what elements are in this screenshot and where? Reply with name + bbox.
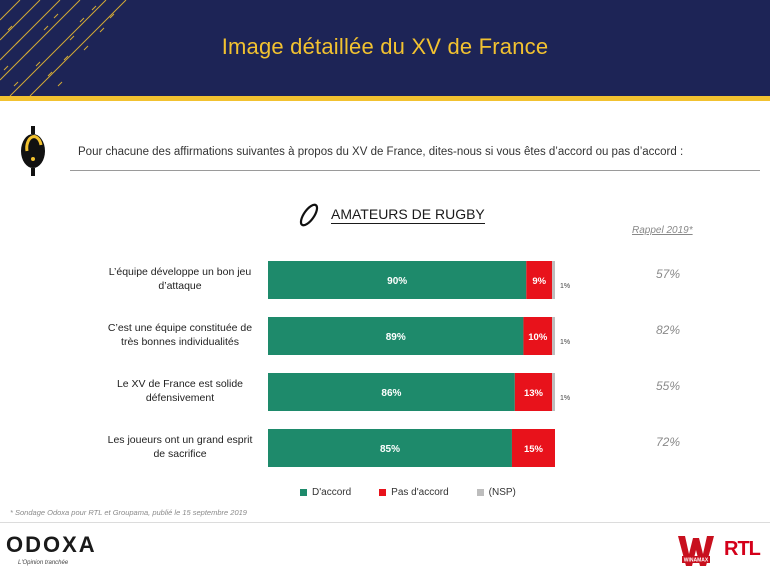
rugby-ball-icon bbox=[299, 203, 319, 227]
legend-swatch-disagree bbox=[379, 489, 387, 496]
question-divider bbox=[70, 170, 760, 171]
recall-value: 57% bbox=[656, 267, 680, 281]
legend-swatch-nsp bbox=[476, 489, 484, 496]
bar-segment-nsp bbox=[552, 373, 555, 411]
bar-segment-disagree bbox=[511, 429, 555, 467]
footer-divider bbox=[0, 522, 770, 523]
recall-value: 72% bbox=[656, 435, 680, 449]
legend-item-agree: D'accord bbox=[300, 487, 351, 498]
chart-heading: AMATEURS DE RUGBY bbox=[331, 206, 485, 224]
data-label: 90% bbox=[387, 276, 407, 287]
category-label: Les joueurs ont un grand esprit bbox=[108, 434, 253, 446]
header-band: Image détaillée du XV de France bbox=[0, 0, 770, 96]
gold-line-pattern bbox=[0, 0, 127, 96]
data-label: 13% bbox=[524, 388, 544, 399]
legend-label-agree: D'accord bbox=[312, 487, 352, 498]
data-label: 15% bbox=[524, 444, 544, 455]
bar-segment-disagree bbox=[514, 373, 553, 411]
survey-question: Pour chacune des affirmations suivantes … bbox=[78, 146, 684, 158]
legend-item-nsp: (NSP) bbox=[476, 487, 516, 498]
data-label-nsp: 1% bbox=[560, 395, 570, 402]
footnote: * Sondage Odoxa pour RTL et Groupama, pu… bbox=[10, 508, 247, 517]
legend-label-disagree: Pas d'accord bbox=[391, 487, 449, 498]
rtl-logo: RTL bbox=[724, 538, 761, 560]
data-label: 86% bbox=[381, 388, 401, 399]
bar-segment-disagree bbox=[523, 317, 553, 355]
winamax-logo-text: WINAMAX bbox=[684, 558, 709, 564]
category-label: défensivement bbox=[146, 392, 214, 404]
data-label: 85% bbox=[380, 444, 400, 455]
bar-segment-agree bbox=[268, 373, 515, 411]
category-label: C’est une équipe constituée de bbox=[108, 322, 252, 334]
bar-segment-agree bbox=[268, 261, 527, 299]
legend-label-nsp: (NSP) bbox=[488, 487, 516, 498]
data-label-nsp: 1% bbox=[560, 283, 570, 290]
dollar-question-icon bbox=[21, 126, 45, 176]
bar-segment-nsp bbox=[552, 317, 555, 355]
bar-segment-nsp bbox=[552, 261, 555, 299]
slide-title: Image détaillée du XV de France bbox=[221, 34, 549, 59]
data-label: 10% bbox=[528, 332, 548, 343]
category-label: Le XV de France est solide bbox=[117, 378, 243, 390]
recall-value: 82% bbox=[656, 323, 680, 337]
data-label: 89% bbox=[386, 332, 406, 343]
legend-swatch-agree bbox=[300, 489, 307, 496]
recall-heading: Rappel 2019* bbox=[632, 225, 693, 236]
chart-legend: D'accord Pas d'accord (NSP) bbox=[300, 487, 544, 498]
odoxa-tagline: L'Opinion tranchée bbox=[18, 560, 69, 566]
data-label-nsp: 1% bbox=[560, 339, 570, 346]
winamax-logo: WINAMAX bbox=[678, 536, 714, 566]
odoxa-logo: ODOXA bbox=[6, 532, 97, 557]
legend-item-disagree: Pas d'accord bbox=[379, 487, 449, 498]
category-label: d’attaque bbox=[158, 280, 201, 292]
recall-value: 55% bbox=[656, 379, 680, 393]
data-label: 9% bbox=[532, 276, 546, 287]
header-gold-rule bbox=[0, 96, 770, 101]
category-label: L’équipe développe un bon jeu bbox=[109, 266, 252, 278]
bar-segment-disagree bbox=[526, 261, 553, 299]
bar-segment-agree bbox=[268, 429, 512, 467]
bar-segment-agree bbox=[268, 317, 524, 355]
category-label: très bonnes individualités bbox=[121, 336, 239, 348]
category-label: de sacrifice bbox=[153, 448, 206, 460]
